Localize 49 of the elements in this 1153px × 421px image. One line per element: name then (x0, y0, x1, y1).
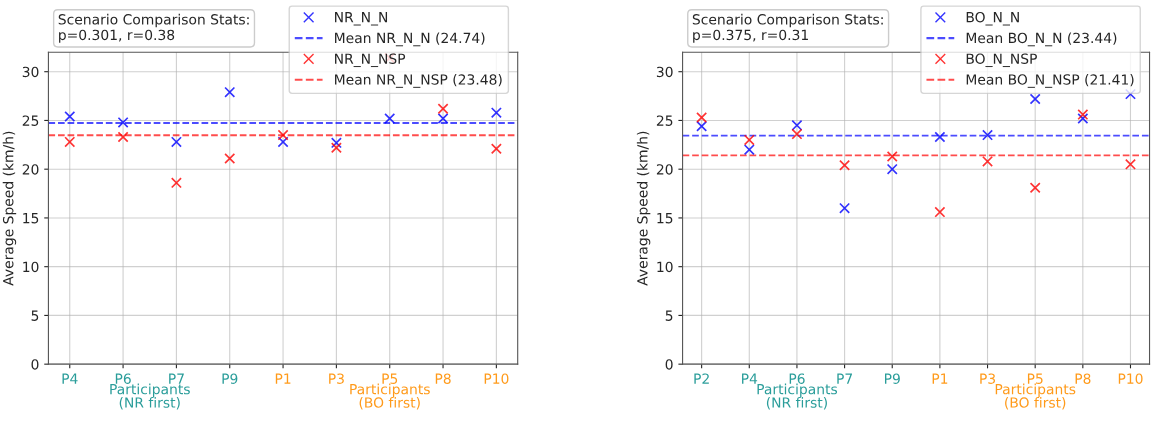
x-tick-label: P10 (484, 373, 509, 384)
y-tick-label: 5 (31, 310, 39, 321)
y-tick-label: 20 (22, 164, 39, 175)
text: Participants (BO first) (350, 383, 430, 410)
x-tick-label: P3 (980, 373, 996, 384)
x-tick-label: P5 (382, 373, 398, 384)
y-tick-label: 10 (657, 261, 673, 273)
y-tick-label: 10 (23, 261, 39, 273)
y-tick-label: 5 (665, 310, 673, 321)
x-tick-label: P6 (789, 373, 805, 384)
y-tick-label: 30 (22, 66, 39, 78)
x-tick-label: P10 (1118, 373, 1143, 384)
text: Participants (BO first) (995, 383, 1076, 410)
x-tick-label: P5 (1027, 373, 1043, 384)
legend-label: BO_N_NSP (966, 53, 1037, 68)
y-tick-label: 25 (22, 115, 39, 126)
x-tick-label: P7 (837, 373, 852, 384)
x-tick-label: P8 (435, 373, 451, 384)
x-tick-label: P4 (62, 373, 78, 384)
x-tick-label: P4 (742, 373, 758, 384)
y-tick-label: 0 (665, 359, 673, 370)
text: Scenario Comparison Stats: p=0.375, r=0.31 (692, 13, 883, 43)
x-tick-label: P6 (115, 373, 131, 384)
text: Participants (NR first) (757, 383, 838, 410)
y-tick-label: 30 (656, 66, 673, 78)
x-tick-label: P9 (222, 373, 238, 384)
x-tick-label: P9 (884, 373, 900, 384)
legend-label: Mean NR_N_N (24.74) (335, 32, 485, 47)
y-tick-label: 15 (657, 213, 673, 224)
y-axis-title: Average Speed (km/h) (636, 131, 651, 286)
legend-label: Mean BO_N_NSP (21.41) (966, 74, 1134, 88)
x-tick-label: P8 (1075, 373, 1091, 384)
y-tick-label: 20 (656, 164, 673, 175)
x-tick-label: P2 (694, 373, 709, 384)
y-tick-label: 0 (31, 359, 39, 370)
text: Participants (NR first) (110, 383, 190, 410)
x-tick-label: P1 (932, 373, 948, 384)
y-axis-title: Average Speed (km/h) (2, 131, 17, 286)
legend-label: Mean NR_N_NSP (23.48) (335, 74, 502, 88)
x-tick-label: P1 (275, 373, 291, 384)
y-tick-label: 25 (656, 115, 673, 126)
y-tick-label: 15 (23, 213, 39, 224)
legend-label: Mean BO_N_N (23.44) (966, 32, 1117, 47)
legend-label: NR_N_NSP (335, 53, 406, 68)
x-tick-label: P3 (329, 373, 344, 384)
legend-label: NR_N_N (335, 12, 388, 26)
x-tick-label: P7 (169, 373, 184, 384)
legend-label: BO_N_N (966, 11, 1019, 26)
text: Scenario Comparison Stats: p=0.301, r=0.38 (58, 13, 249, 43)
